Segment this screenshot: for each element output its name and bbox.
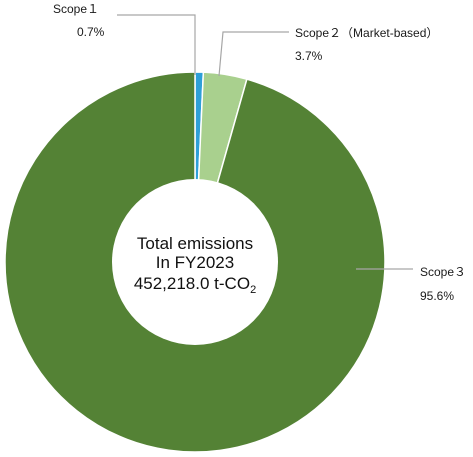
donut-hole bbox=[112, 179, 278, 345]
center-year: In FY2023 bbox=[156, 253, 234, 272]
center-title: Total emissions bbox=[137, 234, 253, 253]
scope2-label: Scope２（Market-based） bbox=[295, 26, 438, 40]
scope2-leader-line bbox=[218, 31, 289, 77]
center-total-value: 452,218.0 t-CO bbox=[134, 274, 250, 293]
center-total: 452,218.0 t-CO2 bbox=[134, 274, 256, 296]
scope1-label: Scope１ bbox=[53, 2, 99, 16]
scope3-value: 95.6% bbox=[420, 289, 454, 303]
center-total-subscript: 2 bbox=[250, 284, 256, 296]
scope2-value: 3.7% bbox=[295, 49, 323, 63]
scope1-value: 0.7% bbox=[77, 25, 105, 39]
scope3-label: Scope３ bbox=[420, 265, 466, 279]
scope1-leader-line bbox=[117, 14, 196, 75]
